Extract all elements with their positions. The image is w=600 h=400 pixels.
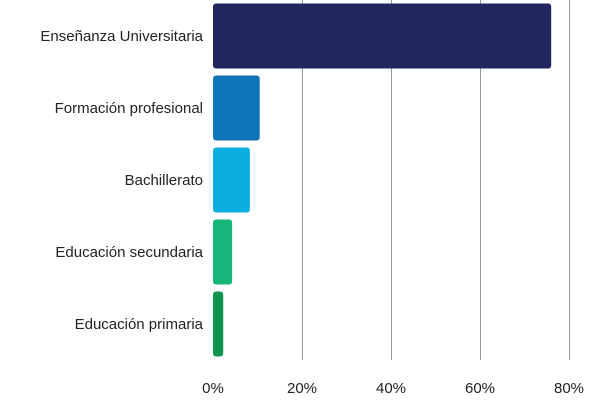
bar-1 bbox=[213, 3, 552, 69]
bar-2 bbox=[213, 75, 260, 141]
x-tick-label: 40% bbox=[376, 380, 406, 397]
x-tick-label: 80% bbox=[554, 380, 584, 397]
bars bbox=[213, 3, 552, 357]
x-axis-tick-labels: 0% 20% 40% 60% 80% bbox=[202, 380, 584, 397]
category-label: Formación profesional bbox=[55, 100, 203, 117]
bar-3 bbox=[213, 147, 250, 213]
category-labels: Enseñanza Universitaria Formación profesi… bbox=[40, 28, 203, 333]
x-tick-label: 60% bbox=[465, 380, 495, 397]
category-label: Educación primaria bbox=[75, 316, 204, 333]
category-label: Enseñanza Universitaria bbox=[40, 28, 203, 45]
bar-5 bbox=[213, 291, 224, 357]
x-tick-label: 20% bbox=[287, 380, 317, 397]
category-label: Bachillerato bbox=[125, 172, 203, 189]
bar-4 bbox=[213, 219, 233, 285]
x-tick-label: 0% bbox=[202, 380, 224, 397]
category-label: Educación secundaria bbox=[55, 244, 203, 261]
